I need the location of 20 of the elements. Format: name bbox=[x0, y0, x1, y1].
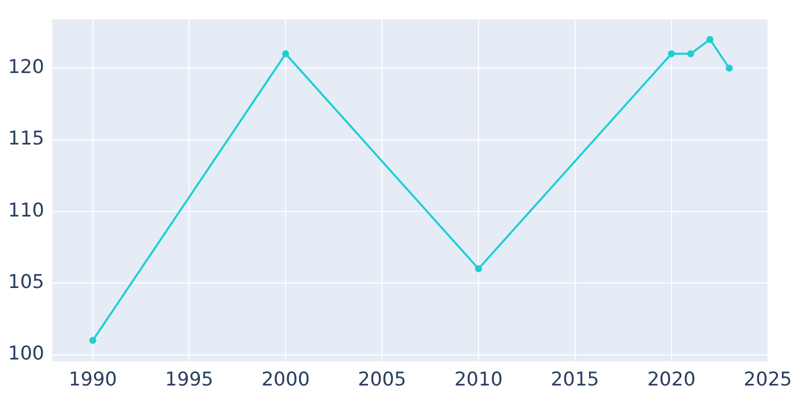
point bbox=[475, 265, 482, 272]
x-tick-label: 1990 bbox=[68, 368, 117, 391]
point bbox=[282, 50, 290, 58]
x-tick-label: 2000 bbox=[261, 368, 310, 391]
x-tick-label: 2020 bbox=[647, 368, 696, 391]
point bbox=[89, 336, 96, 344]
x-tick-label: 2005 bbox=[358, 368, 406, 391]
x-tick-label: 1995 bbox=[165, 368, 214, 391]
x-tick-label: 2025 bbox=[744, 368, 792, 391]
y-tick-label: 105 bbox=[8, 271, 44, 294]
x-tick-label: 2015 bbox=[550, 368, 600, 391]
y-tick-label: 120 bbox=[8, 56, 44, 78]
x-tick-label: 2010 bbox=[454, 368, 503, 391]
point bbox=[687, 50, 694, 58]
point bbox=[706, 36, 714, 43]
point bbox=[668, 50, 675, 58]
y-tick-label: 110 bbox=[8, 199, 44, 222]
y-tick-label: 100 bbox=[8, 342, 44, 365]
y-tick-label: 115 bbox=[8, 128, 44, 150]
point bbox=[726, 64, 733, 72]
